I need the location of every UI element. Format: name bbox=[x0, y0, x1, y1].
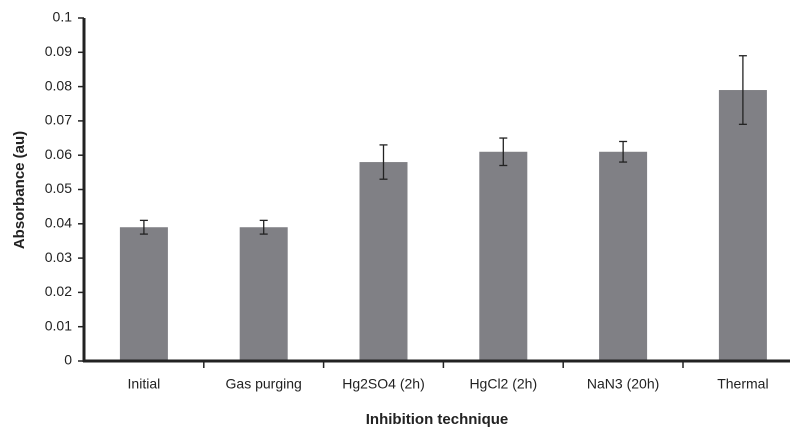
x-tick-label: NaN3 (20h) bbox=[587, 376, 659, 392]
bar bbox=[599, 151, 648, 361]
error-bar bbox=[499, 137, 508, 167]
y-tick-label: 0.04 bbox=[45, 215, 72, 231]
error-bar bbox=[379, 144, 388, 180]
y-tick-label: 0.1 bbox=[53, 9, 73, 25]
y-tick-label: 0 bbox=[64, 352, 72, 368]
x-tick-label: HgCl2 (2h) bbox=[469, 376, 537, 392]
bar bbox=[359, 162, 408, 361]
error-bar bbox=[738, 55, 747, 125]
y-tick-label: 0.02 bbox=[45, 283, 72, 299]
error-bar bbox=[139, 219, 148, 235]
error-bar bbox=[619, 140, 628, 163]
x-tick-label: Initial bbox=[128, 376, 161, 392]
y-tick-label: 0.07 bbox=[45, 112, 72, 128]
y-tick-label: 0.06 bbox=[45, 146, 72, 162]
x-tick-label: Gas purging bbox=[226, 376, 302, 392]
error-bar bbox=[259, 219, 268, 235]
y-axis-title: Absorbance (au) bbox=[11, 131, 28, 249]
bar bbox=[239, 227, 288, 361]
x-axis-title: Inhibition technique bbox=[366, 411, 509, 428]
y-tick-label: 0.01 bbox=[45, 317, 72, 333]
bar bbox=[718, 90, 767, 361]
y-tick-label: 0.05 bbox=[45, 180, 72, 196]
x-tick-label: Hg2SO4 (2h) bbox=[342, 376, 424, 392]
y-tick-label: 0.09 bbox=[45, 43, 72, 59]
y-tick-label: 0.08 bbox=[45, 77, 72, 93]
x-tick-label: Thermal bbox=[717, 376, 768, 392]
y-tick-label: 0.03 bbox=[45, 249, 72, 265]
bar bbox=[119, 227, 168, 361]
bar bbox=[479, 151, 528, 361]
